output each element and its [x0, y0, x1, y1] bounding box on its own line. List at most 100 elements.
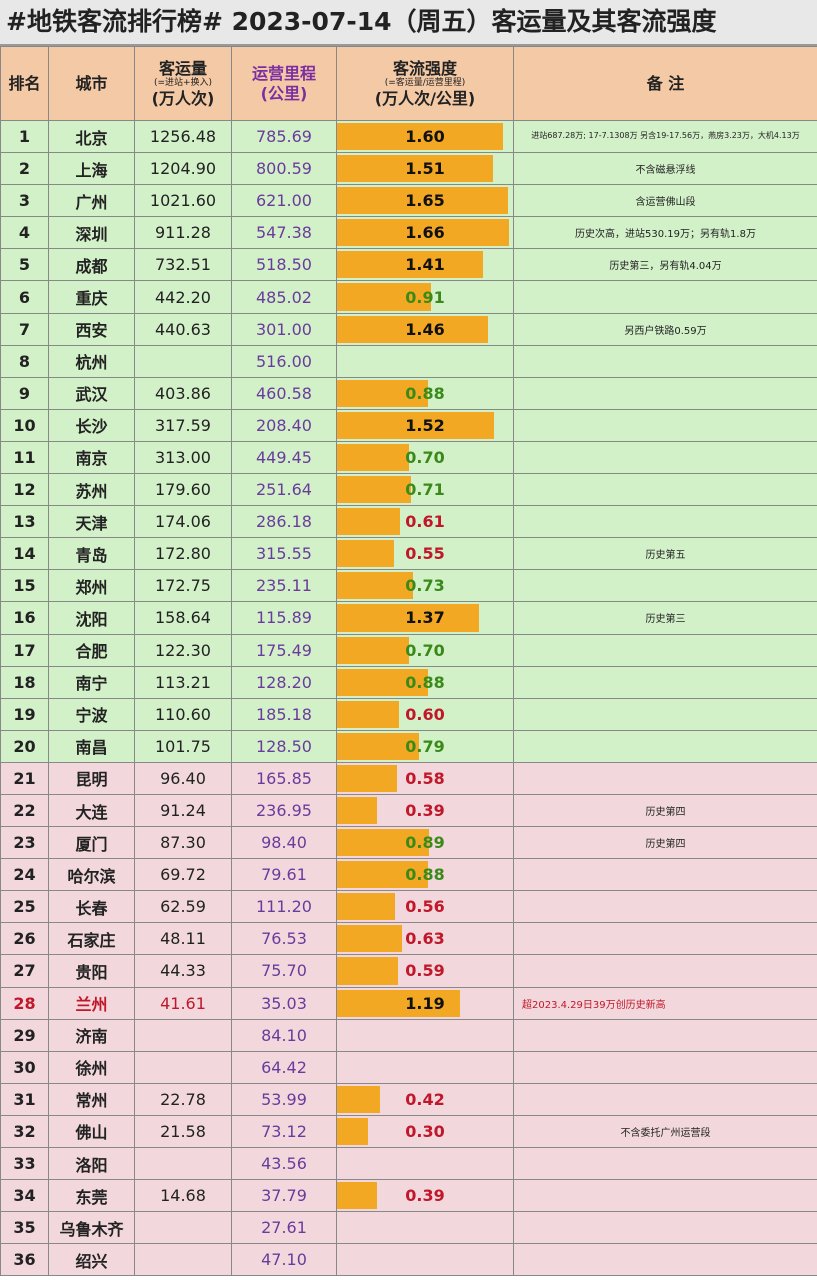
- note-cell: 历史第五: [513, 537, 817, 571]
- rank-cell: 31: [0, 1082, 49, 1116]
- density-cell: 0.59: [336, 954, 514, 988]
- city-cell: 深圳: [48, 216, 135, 250]
- density-bar: [337, 893, 395, 921]
- note-cell: 历史第四: [513, 793, 817, 828]
- table-row: 16 沈阳 158.64 115.89 1.37 历史第三: [0, 601, 817, 635]
- city-cell: 苏州: [48, 473, 135, 507]
- note-cell: 另西户铁路0.59万: [513, 312, 817, 346]
- flow-cell: [134, 344, 232, 378]
- density-cell: 0.39: [336, 1179, 514, 1213]
- city-cell: 南京: [48, 440, 135, 475]
- density-bar: [337, 604, 479, 632]
- density-value: 0.63: [405, 929, 445, 949]
- density-cell: 0.58: [336, 761, 514, 795]
- city-cell: 广州: [48, 184, 135, 218]
- density-bar: [337, 668, 429, 696]
- mileage-cell: 251.64: [231, 473, 337, 507]
- table-row: 1 北京 1256.48 785.69 1.60 进站687.28万; 17-7.1308…: [0, 119, 817, 154]
- density-cell: [336, 1146, 514, 1181]
- density-bar: [337, 572, 413, 600]
- density-value: 0.88: [405, 865, 445, 885]
- note-cell: 超2023.4.29日39万创历史新高: [513, 986, 817, 1020]
- flow-cell: 1204.90: [134, 152, 232, 186]
- flow-cell: 113.21: [134, 665, 232, 699]
- density-cell: 1.52: [336, 408, 514, 442]
- density-value: 0.42: [405, 1089, 445, 1109]
- city-cell: 南宁: [48, 665, 135, 699]
- city-cell: 合肥: [48, 633, 135, 667]
- density-bar: [337, 989, 461, 1017]
- rank-cell: 28: [0, 986, 49, 1020]
- density-cell: [336, 1243, 514, 1277]
- mileage-cell: 84.10: [231, 1018, 337, 1052]
- city-cell: 济南: [48, 1018, 135, 1052]
- density-cell: 0.88: [336, 376, 514, 410]
- density-bar: [337, 155, 494, 183]
- header-mileage: 运营里程 (公里): [231, 46, 337, 121]
- table-row: 14 青岛 172.80 315.55 0.55 历史第五: [0, 537, 817, 571]
- city-cell: 南昌: [48, 729, 135, 763]
- density-bar: [337, 829, 430, 857]
- density-bar: [337, 508, 401, 536]
- rank-cell: 34: [0, 1179, 49, 1213]
- note-cell: [513, 344, 817, 378]
- mileage-cell: 301.00: [231, 312, 337, 346]
- density-cell: 0.73: [336, 569, 514, 603]
- table-row: 2 上海 1204.90 800.59 1.51 不含磁悬浮线: [0, 152, 817, 186]
- flow-cell: 48.11: [134, 922, 232, 956]
- density-cell: 0.89: [336, 826, 514, 860]
- city-cell: 佛山: [48, 1114, 135, 1149]
- density-value: 0.88: [405, 672, 445, 692]
- density-value: 0.91: [405, 287, 445, 307]
- flow-cell: [134, 1018, 232, 1052]
- density-bar: [337, 379, 429, 407]
- note-cell: [513, 1179, 817, 1213]
- density-cell: [336, 1018, 514, 1052]
- header-flow-unit: (万人次): [151, 88, 215, 108]
- flow-cell: 1021.60: [134, 184, 232, 218]
- flow-cell: 403.86: [134, 376, 232, 410]
- city-cell: 绍兴: [48, 1243, 135, 1277]
- density-bar: [337, 1182, 378, 1210]
- rank-cell: 9: [0, 376, 49, 410]
- city-cell: 重庆: [48, 280, 135, 314]
- density-value: 0.59: [405, 961, 445, 981]
- density-value: 0.71: [405, 480, 445, 500]
- mileage-cell: 35.03: [231, 986, 337, 1020]
- density-bar: [337, 1085, 381, 1113]
- city-cell: 杭州: [48, 344, 135, 378]
- mileage-cell: 286.18: [231, 505, 337, 539]
- table-row: 10 长沙 317.59 208.40 1.52: [0, 408, 817, 442]
- note-cell: [513, 665, 817, 699]
- flow-cell: 174.06: [134, 505, 232, 539]
- density-value: 0.30: [405, 1121, 445, 1141]
- density-bar: [337, 925, 403, 953]
- rank-cell: 1: [0, 119, 49, 154]
- city-cell: 长春: [48, 890, 135, 924]
- rank-cell: 8: [0, 344, 49, 378]
- rank-cell: 14: [0, 537, 49, 571]
- table-row: 17 合肥 122.30 175.49 0.70: [0, 633, 817, 667]
- table-row: 20 南昌 101.75 128.50 0.79: [0, 729, 817, 763]
- density-cell: 1.37: [336, 601, 514, 635]
- mileage-cell: 98.40: [231, 826, 337, 860]
- table-row: 35 乌鲁木齐 27.61: [0, 1211, 817, 1245]
- note-cell: [513, 408, 817, 442]
- note-cell: [513, 505, 817, 539]
- density-value: 0.70: [405, 640, 445, 660]
- rank-cell: 30: [0, 1050, 49, 1084]
- density-bar: [337, 796, 378, 825]
- density-bar: [337, 251, 483, 279]
- density-value: 0.39: [405, 801, 445, 821]
- flow-cell: 172.80: [134, 537, 232, 571]
- city-cell: 乌鲁木齐: [48, 1211, 135, 1245]
- flow-cell: 91.24: [134, 793, 232, 828]
- table-row: 3 广州 1021.60 621.00 1.65 含运营佛山段: [0, 184, 817, 218]
- density-bar: [337, 123, 503, 151]
- header-density-unit: (万人次/公里): [374, 88, 476, 108]
- flow-cell: 110.60: [134, 697, 232, 731]
- note-cell: [513, 1082, 817, 1116]
- density-value: 0.61: [405, 512, 445, 532]
- table-row: 36 绍兴 47.10: [0, 1243, 817, 1277]
- rank-cell: 21: [0, 761, 49, 795]
